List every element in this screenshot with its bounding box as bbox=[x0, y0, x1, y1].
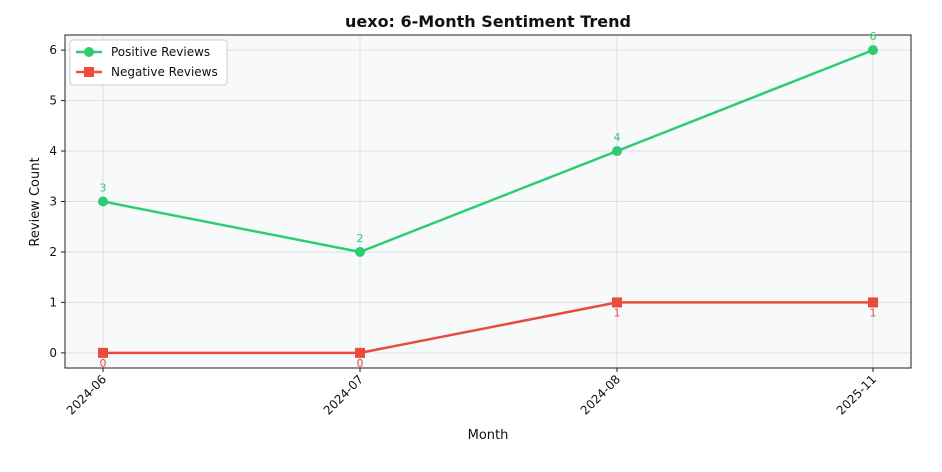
data-point bbox=[355, 246, 365, 257]
x-axis-label: Month bbox=[468, 428, 509, 443]
data-label: 2 bbox=[357, 232, 364, 245]
data-point bbox=[868, 45, 878, 56]
x-tick-label: 2024-07 bbox=[321, 372, 366, 417]
y-axis-label: Review Count bbox=[28, 157, 43, 246]
data-label: 1 bbox=[614, 306, 621, 319]
x-tick-label: 2025-11 bbox=[834, 372, 879, 417]
y-tick-label: 3 bbox=[49, 195, 57, 209]
data-point bbox=[98, 196, 108, 207]
data-point bbox=[868, 297, 878, 308]
legend-marker-positive bbox=[84, 47, 94, 57]
series-layer: 3 2 4 6 0 0 1 1 bbox=[98, 30, 878, 370]
y-tick-label: 2 bbox=[49, 245, 57, 259]
legend-marker-negative bbox=[84, 67, 94, 77]
data-label: 0 bbox=[357, 357, 364, 370]
data-label: 1 bbox=[870, 306, 877, 319]
legend-label-negative: Negative Reviews bbox=[111, 65, 218, 79]
grid bbox=[65, 35, 911, 368]
chart-title: uexo: 6-Month Sentiment Trend bbox=[345, 12, 631, 31]
data-label: 4 bbox=[614, 131, 621, 144]
legend-box bbox=[69, 39, 228, 86]
series-line bbox=[103, 301, 873, 355]
x-tick-label: 2024-06 bbox=[64, 372, 109, 417]
y-axis: 0 1 2 3 4 5 6 bbox=[49, 43, 65, 360]
data-label: 6 bbox=[870, 30, 877, 43]
legend-label-positive: Positive Reviews bbox=[111, 45, 210, 59]
y-tick-label: 4 bbox=[49, 144, 57, 158]
data-point bbox=[612, 146, 622, 157]
legend: Positive Reviews Negative Reviews bbox=[69, 39, 228, 86]
data-point bbox=[355, 347, 365, 358]
data-point bbox=[612, 297, 622, 308]
data-point bbox=[98, 347, 108, 358]
series-line bbox=[102, 48, 874, 254]
x-axis: 2024-06 2024-07 2024-08 2025-11 bbox=[64, 368, 879, 418]
x-tick-label: 2024-08 bbox=[578, 372, 623, 417]
data-label: 3 bbox=[100, 182, 107, 195]
y-tick-label: 6 bbox=[49, 43, 57, 57]
y-tick-label: 0 bbox=[49, 346, 57, 360]
y-tick-label: 1 bbox=[49, 295, 57, 309]
y-tick-label: 5 bbox=[49, 94, 57, 108]
data-label: 0 bbox=[100, 357, 107, 370]
